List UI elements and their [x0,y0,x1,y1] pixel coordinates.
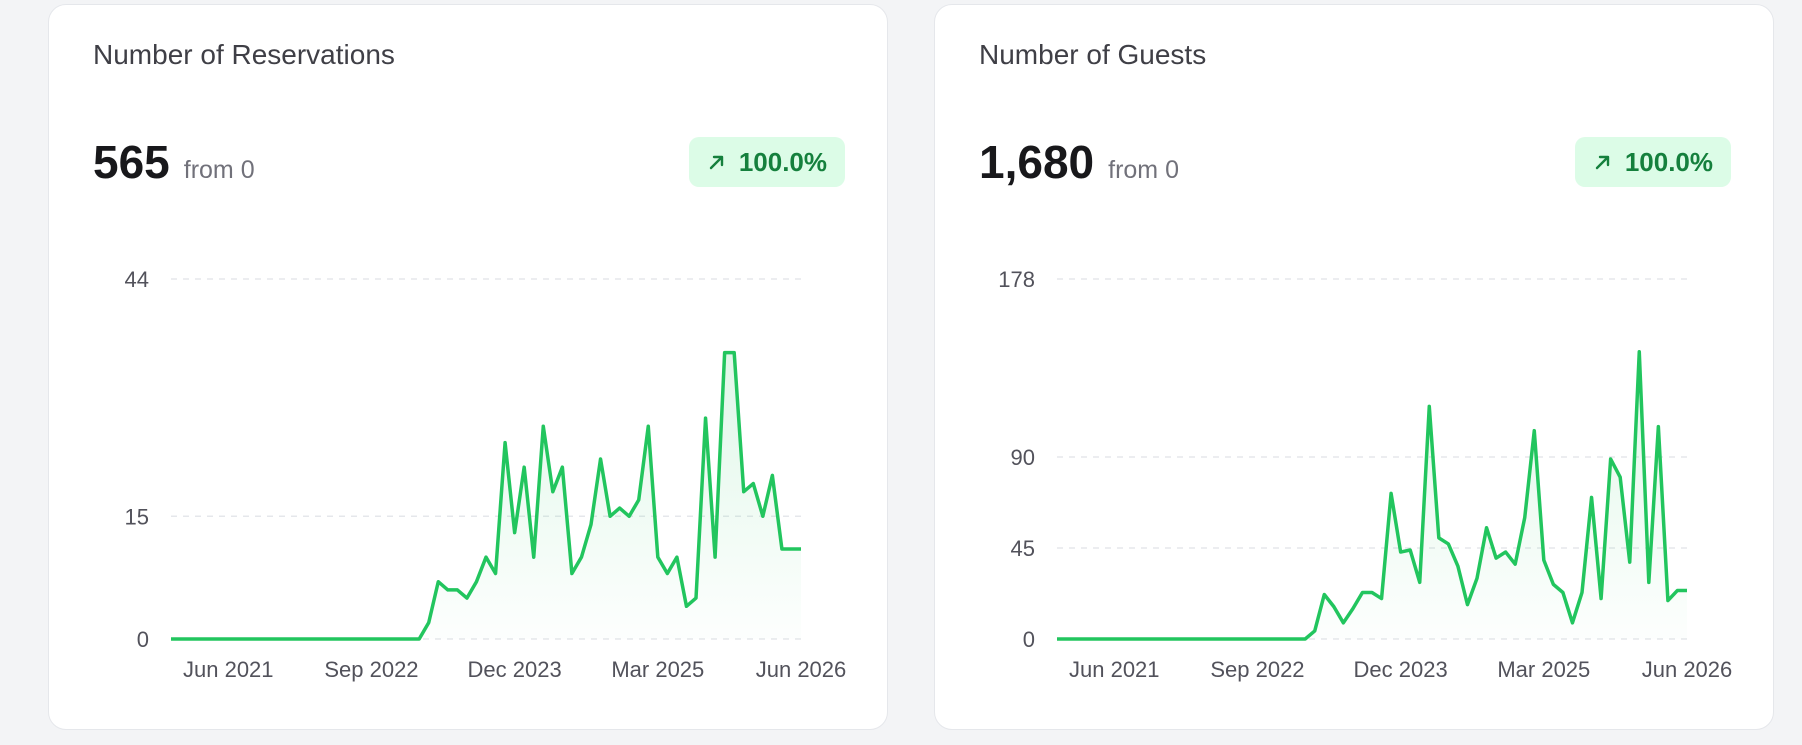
change-value: 100.0% [1624,146,1713,177]
y-tick-label: 0 [137,627,149,652]
y-tick-label: 0 [1023,627,1035,652]
series-line [171,350,801,641]
series-line [1057,350,1687,641]
guests-card: Number of Guests 1,680 from 0 100.0% 0 45… [934,4,1774,730]
metric-value: 1,680 [979,136,1095,188]
arrow-up-right-icon [1595,155,1610,170]
metric-value: 565 [93,136,170,188]
reservations-chart: 0 15 44 Jun 2021 Sep 2022 Dec 2023 Mar 2025 Jun… [125,267,847,682]
guests-chart: 0 45 90 178 Jun 2021 Sep 2022 Dec 2023 Mar 2025… [998,267,1733,682]
metric-from: from 0 [183,156,255,184]
metric-row: 1,680 from 0 [979,135,1179,189]
reservations-card: Number of Reservations 565 from 0 100.0%… [48,4,888,730]
x-tick-label: Jun 2026 [756,657,847,682]
y-tick-label: 15 [125,504,149,529]
x-tick-label: Sep 2022 [324,657,418,682]
change-badge: 100.0% [1574,137,1731,187]
arrow-up-right-icon [709,155,724,170]
card-title: Number of Reservations [93,39,395,70]
series-area [171,352,801,639]
x-tick-label: Dec 2023 [468,657,562,682]
metric-row: 565 from 0 [93,135,255,189]
change-badge: 100.0% [688,137,845,187]
y-tick-label: 178 [998,267,1035,292]
y-tick-label: 90 [1011,445,1035,470]
series-area [1057,351,1687,639]
y-tick-label: 45 [1011,536,1035,561]
x-tick-label: Jun 2021 [1069,657,1160,682]
card-title: Number of Guests [979,39,1207,70]
x-tick-label: Jun 2021 [183,657,274,682]
y-tick-label: 44 [125,267,149,292]
x-tick-label: Mar 2025 [611,657,704,682]
x-tick-label: Mar 2025 [1497,657,1590,682]
x-tick-label: Dec 2023 [1354,657,1448,682]
change-value: 100.0% [738,146,827,177]
metric-from: from 0 [1108,156,1179,184]
x-tick-label: Sep 2022 [1210,657,1304,682]
x-tick-label: Jun 2026 [1642,657,1733,682]
